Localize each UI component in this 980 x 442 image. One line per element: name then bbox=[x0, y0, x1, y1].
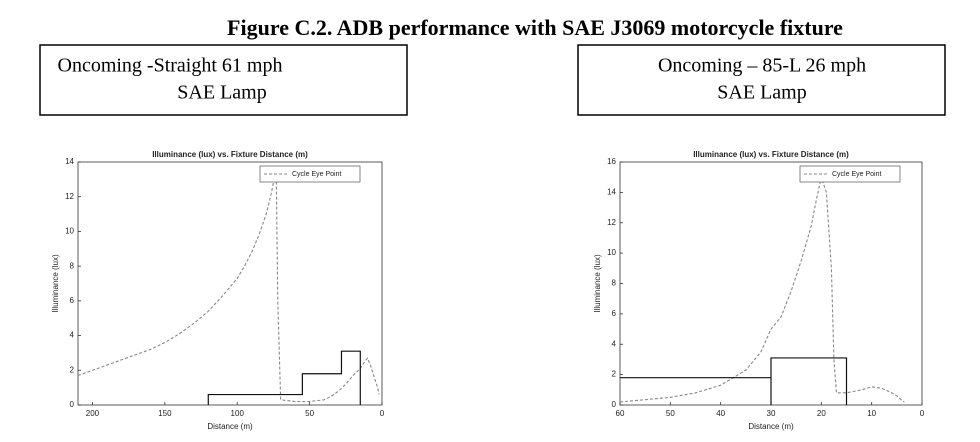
x-tick-label: 50 bbox=[305, 409, 314, 418]
series-line bbox=[207, 350, 361, 405]
legend-label: Cycle Eye Point bbox=[832, 171, 881, 178]
y-tick-label: 14 bbox=[65, 157, 74, 166]
x-tick-label: 60 bbox=[616, 409, 625, 418]
figure-title: Figure C.2. ADB performance with SAE J30… bbox=[227, 15, 843, 40]
x-tick-label: 40 bbox=[716, 409, 725, 418]
y-tick-label: 12 bbox=[65, 192, 74, 201]
series-line bbox=[619, 175, 905, 403]
x-tick-label: 30 bbox=[767, 409, 776, 418]
y-tick-label: 14 bbox=[607, 187, 616, 196]
caption-line: SAE Lamp bbox=[177, 82, 266, 104]
chart-title: Illuminance (lux) vs. Fixture Distance (… bbox=[152, 150, 308, 159]
caption-box bbox=[39, 44, 408, 116]
x-tick-label: 20 bbox=[817, 409, 826, 418]
y-tick-label: 10 bbox=[607, 248, 616, 257]
caption-box bbox=[577, 44, 946, 116]
y-tick-label: 8 bbox=[612, 279, 617, 288]
caption-line: Oncoming – 85-L 26 mph bbox=[658, 55, 866, 77]
y-tick-label: 6 bbox=[612, 309, 617, 318]
series-line bbox=[620, 357, 848, 405]
x-tick-label: 200 bbox=[86, 409, 100, 418]
y-tick-label: 0 bbox=[612, 400, 617, 409]
x-tick-label: 50 bbox=[666, 409, 675, 418]
caption-line: Oncoming -Straight 61 mph bbox=[58, 55, 283, 77]
legend-label: Cycle Eye Point bbox=[292, 171, 341, 178]
plot-area bbox=[77, 161, 383, 406]
y-axis-label: Illuminance (lux) bbox=[51, 254, 60, 313]
x-tick-label: 150 bbox=[158, 409, 172, 418]
y-tick-label: 12 bbox=[607, 218, 616, 227]
y-tick-label: 16 bbox=[607, 157, 616, 166]
chart-title: Illuminance (lux) vs. Fixture Distance (… bbox=[693, 150, 849, 159]
y-tick-label: 4 bbox=[70, 331, 75, 340]
caption-line: SAE Lamp bbox=[717, 82, 806, 104]
x-axis-label: Distance (m) bbox=[748, 422, 794, 431]
y-tick-label: 0 bbox=[70, 400, 75, 409]
y-tick-label: 2 bbox=[612, 370, 617, 379]
x-tick-label: 0 bbox=[920, 409, 925, 418]
y-axis-label: Illuminance (lux) bbox=[593, 254, 602, 313]
x-tick-label: 100 bbox=[231, 409, 245, 418]
y-tick-label: 6 bbox=[70, 296, 75, 305]
legend-box bbox=[799, 165, 901, 183]
series-line bbox=[77, 177, 380, 403]
y-tick-label: 4 bbox=[612, 339, 617, 348]
y-tick-label: 8 bbox=[70, 261, 75, 270]
x-tick-label: 10 bbox=[867, 409, 876, 418]
y-tick-label: 10 bbox=[65, 227, 74, 236]
legend-box bbox=[259, 165, 361, 183]
y-tick-label: 2 bbox=[70, 365, 75, 374]
x-tick-label: 0 bbox=[380, 409, 385, 418]
x-axis-label: Distance (m) bbox=[207, 422, 253, 431]
